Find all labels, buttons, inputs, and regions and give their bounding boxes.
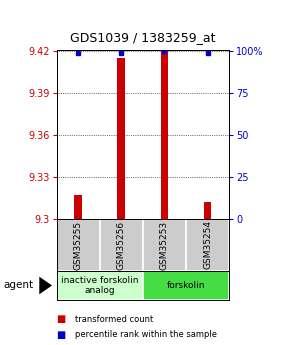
- Bar: [143, 219, 186, 271]
- Bar: [74, 195, 82, 219]
- Text: agent: agent: [3, 280, 33, 290]
- Polygon shape: [39, 277, 52, 294]
- Bar: [117, 58, 125, 219]
- Text: inactive forskolin
analog: inactive forskolin analog: [61, 276, 138, 295]
- Text: percentile rank within the sample: percentile rank within the sample: [75, 330, 218, 339]
- Text: GSM35256: GSM35256: [117, 220, 126, 269]
- Text: GDS1039 / 1383259_at: GDS1039 / 1383259_at: [70, 31, 215, 44]
- Text: ■: ■: [57, 314, 66, 324]
- Bar: [57, 271, 143, 300]
- Bar: [100, 219, 143, 271]
- Bar: [186, 219, 229, 271]
- Bar: [57, 219, 100, 271]
- Text: forskolin: forskolin: [167, 281, 205, 290]
- Text: GSM35255: GSM35255: [74, 220, 83, 269]
- Text: GSM35254: GSM35254: [203, 220, 212, 269]
- Bar: [160, 51, 168, 219]
- Text: ■: ■: [57, 330, 66, 339]
- Text: transformed count: transformed count: [75, 315, 154, 324]
- Text: GSM35253: GSM35253: [160, 220, 169, 269]
- Bar: [204, 202, 211, 219]
- Bar: [143, 271, 229, 300]
